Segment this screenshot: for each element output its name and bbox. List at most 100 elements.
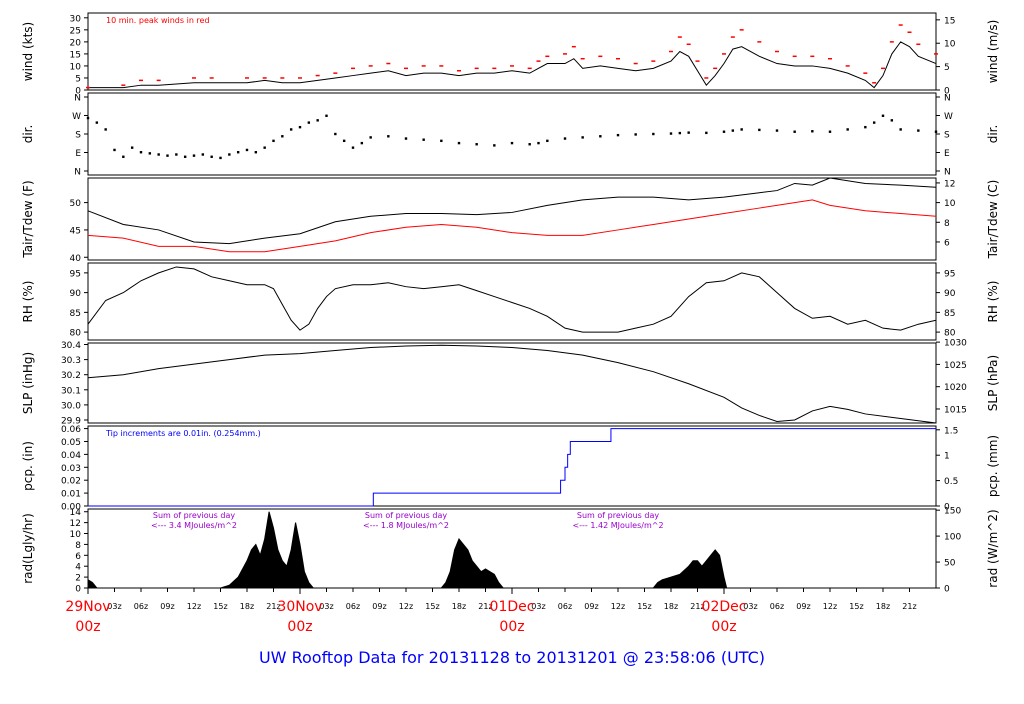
data-point: [581, 136, 584, 139]
y-tick-label: 40: [70, 254, 82, 264]
x-tick-label: 21z: [266, 602, 280, 611]
data-point: [307, 121, 311, 124]
data-point: [740, 128, 743, 131]
x-tick-label: 09z: [160, 602, 174, 611]
series-line: [87, 199, 937, 253]
y-tick-label-right: 150: [944, 507, 961, 517]
y-tick-label: 85: [70, 309, 81, 319]
data-point: [272, 139, 275, 143]
day-label: 01Dec: [490, 599, 535, 615]
x-tick-label: 12z: [823, 602, 837, 611]
y-tick-label: 0.04: [61, 451, 81, 461]
y-axis-label-left: rad(Lgly/hr): [21, 513, 35, 584]
x-tick-label: 15z: [425, 602, 439, 611]
data-point: [881, 114, 885, 117]
data-point: [113, 148, 116, 152]
series-line: [87, 266, 937, 333]
y-tick-label-right: 15: [944, 16, 955, 26]
x-tick-label: 21z: [478, 602, 492, 611]
data-point: [130, 146, 134, 149]
data-point: [139, 151, 143, 154]
panel-frame: [87, 425, 937, 507]
data-point: [899, 128, 902, 131]
y-tick-label: 0.00: [61, 503, 81, 513]
data-point: [528, 143, 531, 146]
y-tick-label-right: 0: [944, 585, 950, 595]
data-point: [263, 146, 266, 149]
data-point: [758, 128, 761, 132]
x-tick-label: 06z: [346, 602, 360, 611]
panel-frame: [87, 92, 937, 176]
y-axis-label-left: Tair/Tdew (F): [21, 180, 35, 258]
y-tick-label-right: 1015: [944, 405, 967, 415]
y-tick-label: 20: [70, 38, 82, 48]
y-tick-label-right: 50: [944, 559, 956, 569]
data-point: [705, 131, 708, 135]
x-tick-label: 12z: [611, 602, 625, 611]
series-line: [87, 344, 937, 424]
y-tick-label: E: [75, 149, 81, 159]
x-tick-label: 12z: [187, 602, 201, 611]
data-point: [457, 141, 461, 145]
data-point: [546, 139, 549, 143]
data-point: [387, 135, 390, 138]
data-point: [236, 151, 240, 154]
day-time-label: 00z: [711, 619, 736, 635]
data-point: [510, 141, 514, 145]
y-tick-label: S: [75, 131, 81, 141]
x-tick-label: 18z: [452, 602, 466, 611]
data-point: [104, 128, 107, 131]
y-tick-label-right: 8: [944, 219, 950, 229]
y-tick-label-right: N: [944, 168, 951, 178]
y-tick-label-right: 85: [944, 309, 955, 319]
y-tick-label-right: 1030: [944, 339, 967, 349]
y-axis-label-right: rad (W/m^2): [986, 509, 1000, 587]
y-tick-label-right: 1: [944, 452, 950, 462]
y-tick-label: 0.01: [61, 490, 81, 500]
sum-value: <--- 1.42 MJoules/m^2: [572, 521, 663, 530]
data-point: [422, 138, 425, 141]
y-tick-label-right: 1025: [944, 361, 967, 371]
y-tick-label: 10: [70, 62, 82, 72]
x-tick-label: 21z: [690, 602, 704, 611]
x-tick-label: 06z: [770, 602, 784, 611]
data-point: [475, 143, 478, 146]
y-axis-label-right: Tair/Tdew (C): [986, 180, 1000, 260]
data-point: [148, 152, 152, 155]
y-tick-label-right: 10: [944, 40, 956, 50]
y-tick-label-right: 1020: [944, 383, 967, 393]
x-tick-label: 06z: [558, 602, 572, 611]
y-tick-label: 0.06: [61, 425, 81, 435]
y-tick-label: 50: [70, 199, 82, 209]
y-tick-label: 5: [75, 74, 81, 84]
y-tick-label: 0.05: [61, 438, 81, 448]
y-axis-label-left: dir.: [21, 125, 35, 144]
data-point: [175, 153, 178, 156]
y-tick-label: 45: [70, 226, 81, 236]
x-tick-label: 06z: [134, 602, 148, 611]
y-tick-label-right: 10: [944, 199, 956, 209]
data-point: [917, 129, 920, 132]
data-point: [325, 114, 328, 117]
data-point: [298, 125, 302, 129]
series-line: [87, 177, 937, 245]
y-tick-label: 0: [75, 87, 81, 97]
data-point: [404, 137, 408, 140]
y-tick-label: 30: [70, 14, 82, 24]
y-tick-label: 10: [70, 530, 82, 540]
y-tick-label-right: 80: [944, 329, 956, 339]
data-point: [369, 136, 372, 139]
y-axis-label-left: RH (%): [21, 281, 35, 323]
data-point: [811, 130, 814, 133]
y-tick-label: 30.2: [61, 371, 81, 381]
data-point: [334, 132, 337, 136]
day-time-label: 00z: [499, 619, 524, 635]
data-point: [828, 130, 832, 133]
series-line: [88, 41, 937, 89]
data-point: [678, 131, 682, 135]
data-point: [183, 155, 187, 158]
data-point: [440, 139, 443, 143]
day-label: 29Nov: [65, 599, 110, 615]
